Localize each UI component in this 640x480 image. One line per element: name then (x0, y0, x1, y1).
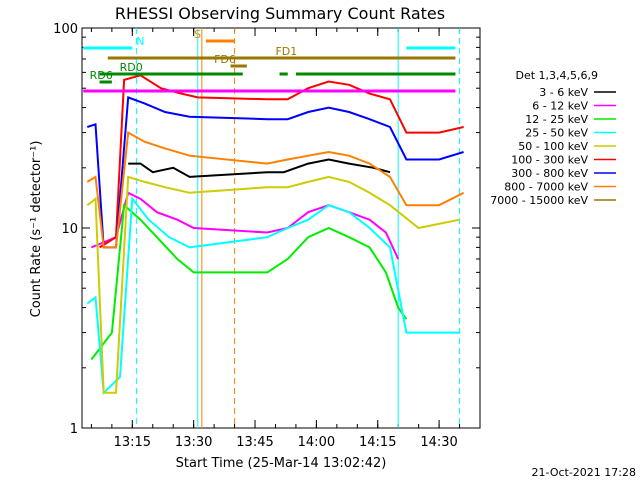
legend-label: 7000 - 15000 keV (490, 194, 588, 207)
flag-bar-label: RD0 (120, 61, 143, 74)
series-line (128, 158, 391, 178)
y-tick-label: 1 (70, 422, 78, 437)
footer-timestamp: 21-Oct-2021 17:28 (532, 466, 636, 479)
legend-label: 12 - 25 keV (525, 113, 588, 126)
y-axis-label: Count Rate (s⁻¹ detector⁻¹) (29, 141, 44, 318)
y-tick-label: 100 (53, 22, 78, 37)
y-tick-label: 10 (61, 222, 78, 237)
legend-label: 100 - 300 keV (511, 154, 588, 167)
chart-title: RHESSI Observing Summary Count Rates (115, 4, 445, 23)
x-tick-label: 14:30 (420, 435, 457, 450)
x-tick-label: 13:15 (114, 435, 151, 450)
series-line (90, 203, 408, 361)
flag-bar-label: RD6 (90, 69, 113, 82)
series-line (91, 191, 400, 260)
legend-label: 25 - 50 keV (525, 127, 588, 140)
legend-label: 800 - 7000 keV (504, 181, 588, 194)
x-tick-label: 13:30 (175, 435, 212, 450)
x-tick-label: 13:45 (236, 435, 273, 450)
legend-label: 6 - 12 keV (532, 100, 588, 113)
legend-title: Det 1,3,4,5,6,9 (515, 69, 598, 82)
x-tick-label: 14:00 (298, 435, 335, 450)
legend-label: 300 - 800 keV (511, 167, 588, 180)
series-line (86, 130, 465, 249)
series-line (86, 175, 460, 394)
flag-bar-label: FD6 (214, 53, 236, 66)
x-tick-label: 14:15 (359, 435, 396, 450)
flag-bar-label: FD1 (275, 45, 297, 58)
series-line (99, 74, 464, 249)
legend-label: 3 - 6 keV (539, 86, 588, 99)
x-axis-label: Start Time (25-Mar-14 13:02:42) (176, 456, 387, 471)
flag-bar-label: S (194, 28, 201, 41)
flag-bar-label: N (136, 35, 144, 48)
series-line (86, 196, 460, 395)
legend-label: 50 - 100 keV (518, 140, 588, 153)
